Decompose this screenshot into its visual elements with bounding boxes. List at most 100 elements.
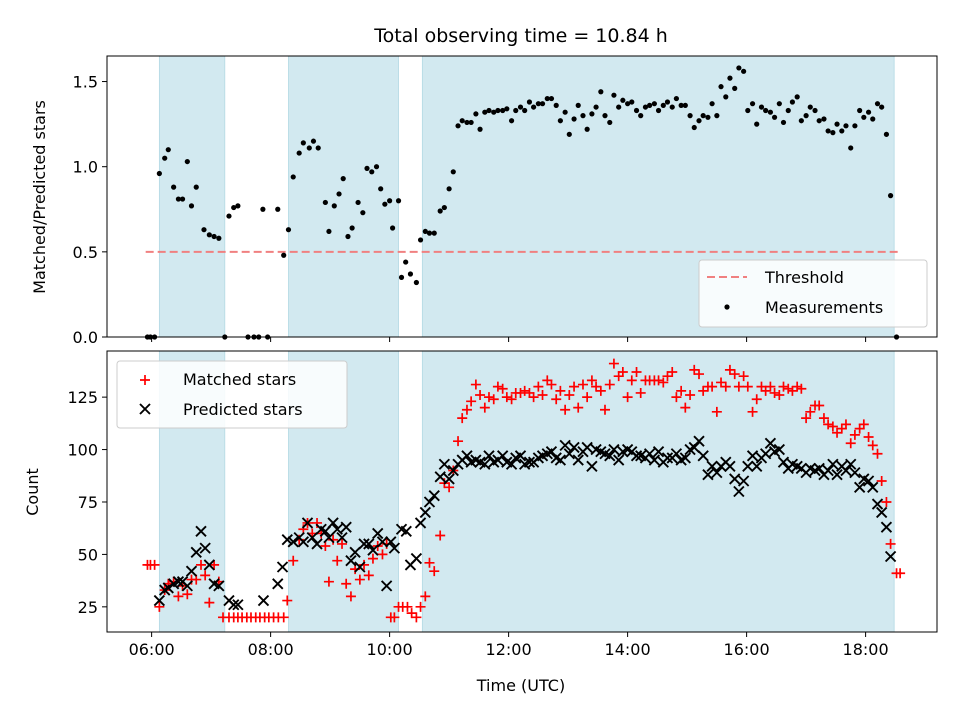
predicted-star-point [679,452,691,464]
predicted-star-point [336,531,348,544]
predicted-star-point [733,485,745,498]
measurement-point [184,158,190,165]
measurement-point [306,145,312,151]
matched-star-point [586,375,597,386]
measurement-point [687,113,693,119]
predicted-star-point [306,531,318,544]
measurement-point [682,102,688,108]
matched-star-point [733,381,744,392]
measurement-point [598,89,604,95]
measurement-point [633,107,640,114]
matched-star-point [555,385,566,396]
count-panel: 06:00 08:00 10:00 12:00 14:00 16:00 18:00 25 50 7… [67,350,938,659]
observing-interval [421,350,895,633]
measurement-point [789,99,796,105]
predicted-star-point [414,517,427,529]
count-y-tick-label: 75 [78,493,98,512]
matched-star-point [492,381,503,392]
measurement-point [171,184,177,190]
matched-star-point [631,366,642,377]
predicted-star-point [434,471,446,483]
measurement-point [776,101,782,107]
measurement-point [310,138,317,144]
matched-star-point [698,385,709,396]
predicted-star-point [172,576,185,588]
x-tick-label: 10:00 [367,640,413,659]
measurement-point [857,107,863,114]
measurement-point [714,113,720,119]
predicted-star-point [376,536,389,548]
measurement-point [398,274,405,280]
matched-star-point [626,375,637,386]
measurement-point [340,176,346,182]
predicted-star-point [443,473,455,485]
measurement-point [571,116,577,122]
measurement-point [526,99,533,105]
matched-star-point [658,377,669,388]
matched-star-point [573,402,584,413]
ratio-y-axis-label: Matched/Predicted stars [30,100,49,294]
x-tick-label: 08:00 [248,640,294,659]
legend-matched-label: Matched stars [183,370,296,389]
matched-star-point [345,591,356,602]
measurement-point [201,227,207,233]
matched-star-point [479,402,490,413]
measurement-point [482,109,488,115]
matched-star-point [497,383,508,394]
matched-star-point [320,541,331,552]
matched-star-point [415,601,426,612]
legend-measurement-label: Measurements [765,298,883,317]
matched-star-point [323,576,334,587]
measurement-point [331,203,337,209]
predicted-star-point [572,454,584,466]
matched-star-point [560,404,571,415]
predicted-star-point [281,534,293,546]
x-tick-label: 18:00 [843,640,889,659]
predicted-star-point [554,454,567,466]
matched-star-point [707,381,718,392]
measurement-point [718,84,724,90]
ratio-panel: 0.0 0.5 1.0 1.5 Threshold Measurements [73,55,938,347]
predicted-star-point [849,466,861,479]
measurement-point [522,107,528,114]
count-y-axis-label: Count [23,468,42,516]
measurement-point [616,104,622,110]
matched-star-point [787,385,798,396]
matched-star-point [200,570,211,581]
predicted-star-point [581,441,593,454]
measurement-point [508,118,515,124]
measurement-point [206,232,212,238]
measurement-point [664,99,671,105]
predicted-star-point [423,496,436,508]
measurement-point [431,230,437,236]
matched-star-point [420,591,431,602]
predicted-star-point [185,565,198,577]
measurement-point [874,101,881,107]
measurement-point [369,169,375,175]
measurement-point [275,206,281,212]
measurement-point [517,104,524,110]
matched-star-point [716,377,727,388]
measurement-point [816,118,822,124]
measurement-point [504,106,510,112]
matched-star-point [608,358,619,369]
measurement-point [162,155,168,161]
legend-predicted-label: Predicted stars [183,400,303,419]
predicted-star-point [648,454,661,466]
measurement-point [865,109,872,115]
measurement-point [602,113,608,119]
matched-star-point [680,402,691,413]
matched-star-point [742,381,753,392]
predicted-star-point [822,464,834,477]
predicted-star-point [345,555,357,567]
measurement-point [413,279,419,286]
predicted-star-point [438,458,451,470]
measurement-point [226,213,232,219]
ratio-y-tick-label: 1.0 [73,158,98,177]
measurement-point [821,116,827,122]
measurement-point [794,94,800,100]
measurement-point [803,113,809,119]
legend-measurement-swatch [724,304,730,310]
predicted-star-point [884,550,897,563]
matched-star-point [444,482,455,493]
